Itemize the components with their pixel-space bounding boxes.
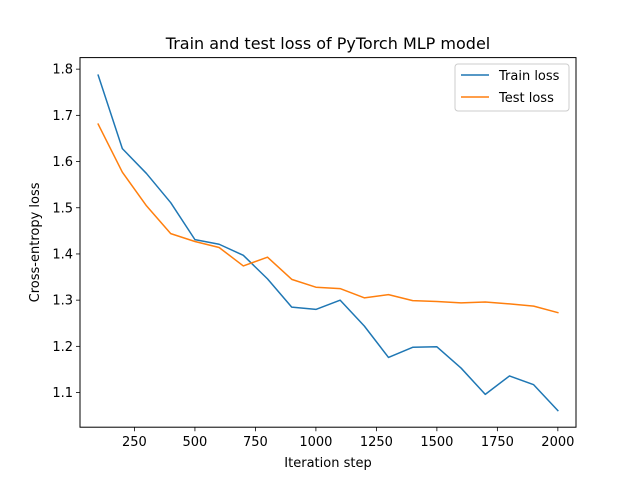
x-tick-label: 1500 bbox=[420, 435, 453, 450]
x-tick-label: 1000 bbox=[299, 435, 332, 450]
train-loss-line bbox=[97, 74, 559, 412]
x-tick-label: 750 bbox=[243, 435, 268, 450]
y-tick-label: 1.4 bbox=[52, 247, 73, 262]
x-tick-label: 1250 bbox=[360, 435, 393, 450]
test-loss-line bbox=[97, 123, 559, 314]
legend-train-label: Train loss bbox=[498, 69, 560, 84]
y-axis-ticks: 1.1 1.2 1.3 1.4 1.5 1.6 1.7 1.8 bbox=[52, 63, 80, 401]
x-tick-label: 2000 bbox=[541, 435, 574, 450]
x-tick-label: 1750 bbox=[481, 435, 514, 450]
legend: Train loss Test loss bbox=[454, 63, 570, 112]
plot-lines bbox=[97, 74, 559, 412]
legend-test-label: Test loss bbox=[498, 91, 554, 106]
chart-title: Train and test loss of PyTorch MLP model bbox=[165, 34, 490, 53]
y-tick-label: 1.8 bbox=[52, 63, 73, 78]
y-tick-label: 1.2 bbox=[52, 340, 73, 355]
x-tick-label: 500 bbox=[183, 435, 208, 450]
x-axis-ticks: 250 500 750 1000 1250 1500 1750 2000 bbox=[122, 427, 574, 450]
y-axis-label: Cross-entropy loss bbox=[28, 182, 43, 302]
x-axis-label: Iteration step bbox=[284, 456, 371, 471]
plot-frame bbox=[79, 57, 577, 428]
y-tick-label: 1.5 bbox=[52, 201, 73, 216]
x-tick-label: 250 bbox=[122, 435, 147, 450]
y-tick-label: 1.1 bbox=[52, 386, 73, 401]
y-tick-label: 1.7 bbox=[52, 109, 73, 124]
y-tick-label: 1.3 bbox=[52, 294, 73, 309]
y-tick-label: 1.6 bbox=[52, 155, 73, 170]
